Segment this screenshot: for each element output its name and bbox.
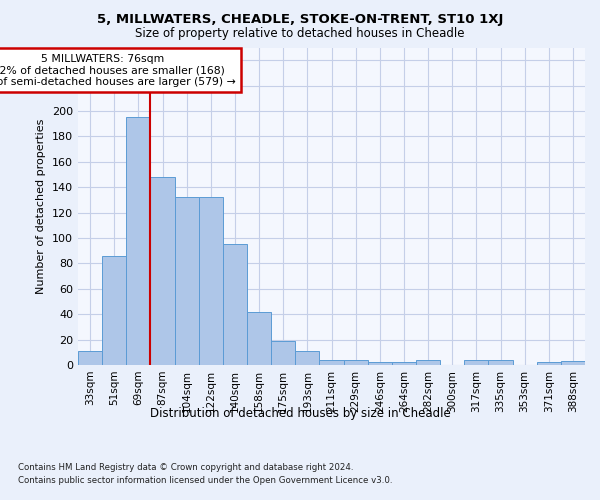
Bar xyxy=(392,362,416,365)
Text: Contains public sector information licensed under the Open Government Licence v3: Contains public sector information licen… xyxy=(18,476,392,485)
Bar xyxy=(223,244,247,365)
Bar xyxy=(151,177,175,365)
Bar xyxy=(126,118,151,365)
Bar xyxy=(247,312,271,365)
Bar xyxy=(175,198,199,365)
Bar xyxy=(319,360,344,365)
Text: 5 MILLWATERS: 76sqm
← 22% of detached houses are smaller (168)
77% of semi-detac: 5 MILLWATERS: 76sqm ← 22% of detached ho… xyxy=(0,54,236,87)
Bar xyxy=(295,351,319,365)
Bar xyxy=(488,360,512,365)
Text: Contains HM Land Registry data © Crown copyright and database right 2024.: Contains HM Land Registry data © Crown c… xyxy=(18,462,353,471)
Bar xyxy=(464,360,488,365)
Text: Size of property relative to detached houses in Cheadle: Size of property relative to detached ho… xyxy=(135,28,465,40)
Bar xyxy=(271,341,295,365)
Bar xyxy=(561,361,585,365)
Bar xyxy=(416,360,440,365)
Bar xyxy=(78,351,102,365)
Bar xyxy=(344,360,368,365)
Text: Distribution of detached houses by size in Cheadle: Distribution of detached houses by size … xyxy=(149,408,451,420)
Bar xyxy=(368,362,392,365)
Text: 5, MILLWATERS, CHEADLE, STOKE-ON-TRENT, ST10 1XJ: 5, MILLWATERS, CHEADLE, STOKE-ON-TRENT, … xyxy=(97,12,503,26)
Bar xyxy=(102,256,126,365)
Y-axis label: Number of detached properties: Number of detached properties xyxy=(37,118,46,294)
Bar xyxy=(537,362,561,365)
Bar xyxy=(199,198,223,365)
